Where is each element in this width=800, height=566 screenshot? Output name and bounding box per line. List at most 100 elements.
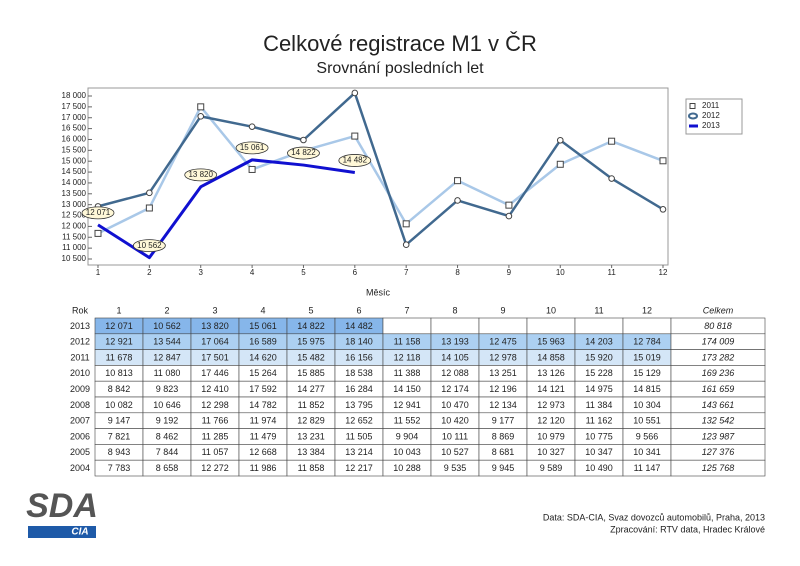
- table-value: 9 904: [396, 431, 419, 441]
- table-value: 12 941: [393, 400, 421, 410]
- table-value: 11 974: [250, 416, 277, 426]
- table-value: 17 064: [201, 337, 229, 347]
- table-header: 12: [642, 305, 652, 315]
- row-label: 2009: [70, 384, 90, 394]
- series-line: [97, 91, 664, 246]
- data-label-bg: [81, 206, 115, 220]
- table-value: 10 527: [441, 447, 469, 457]
- y-tick-label: 11 000: [62, 243, 86, 252]
- point: [505, 212, 513, 220]
- data-label-bg: [338, 154, 372, 167]
- table-cell: [382, 317, 432, 335]
- table-value: 11 384: [586, 400, 613, 410]
- y-tick-label: 14 500: [62, 167, 87, 176]
- table-value: 11 388: [394, 368, 421, 378]
- y-tick-label: 17 000: [62, 113, 87, 122]
- table-value: 15 019: [633, 352, 661, 362]
- row-label: 2013: [70, 321, 90, 331]
- table-value: 10 304: [633, 400, 661, 410]
- table-header: 5: [308, 305, 313, 315]
- table-value: 132 542: [702, 416, 735, 426]
- table-value: 14 782: [249, 400, 277, 410]
- table-value: 13 193: [441, 337, 469, 347]
- table-value: 127 376: [702, 447, 735, 457]
- table-value: 15 885: [297, 368, 325, 378]
- table-header: 9: [500, 305, 505, 315]
- table-value: 17 592: [249, 384, 277, 394]
- table-value: 11 080: [154, 368, 181, 378]
- point: [608, 137, 616, 145]
- table-cell: [478, 317, 528, 335]
- point: [608, 175, 615, 182]
- table-value: 16 284: [345, 384, 373, 394]
- logo-subtitle: CIA: [71, 527, 88, 538]
- point: [248, 123, 256, 130]
- table-value: 12 410: [201, 384, 229, 394]
- series-line: [97, 158, 356, 260]
- table-value: 13 820: [201, 321, 229, 331]
- row-label: 2005: [70, 447, 90, 457]
- x-tick-label: 3: [199, 268, 204, 277]
- point: [505, 201, 513, 209]
- table-value: 12 120: [537, 416, 565, 426]
- table-cell: [574, 317, 624, 335]
- point: [94, 229, 102, 237]
- table-value: 12 134: [489, 400, 517, 410]
- table-header: Celkem: [703, 305, 734, 315]
- footer-processed: Zpracování: RTV data, Hradec Králové: [610, 524, 765, 534]
- table-value: 9 192: [156, 416, 179, 426]
- table-value: 15 061: [249, 321, 277, 331]
- table-value: 12 784: [633, 337, 661, 347]
- table-value: 11 986: [250, 463, 277, 473]
- chart-subtitle: Srovnání posledních let: [316, 60, 484, 77]
- row-label: 2012: [70, 337, 90, 347]
- table-value: 12 847: [153, 352, 181, 362]
- table-value: 8 842: [108, 384, 131, 394]
- table-value: 10 775: [585, 431, 613, 441]
- table-value: 16 589: [249, 337, 277, 347]
- table-value: 14 482: [345, 321, 373, 331]
- table-value: 9 589: [540, 463, 563, 473]
- y-tick-label: 15 500: [62, 145, 87, 154]
- table-cell: [622, 317, 672, 335]
- table-value: 11 147: [634, 463, 661, 473]
- legend-label: 2011: [702, 101, 720, 110]
- table-header: 10: [546, 305, 556, 315]
- table-value: 11 285: [202, 431, 229, 441]
- table-value: 11 678: [106, 352, 133, 362]
- table-value: 8 462: [156, 431, 179, 441]
- data-label-bg: [235, 141, 269, 155]
- legend-label: 2012: [702, 111, 720, 120]
- logo: SDA CIA: [26, 487, 98, 538]
- table-value: 15 482: [297, 352, 325, 362]
- legend-swatch: [689, 103, 696, 109]
- y-tick-label: 16 000: [62, 135, 87, 144]
- x-tick-label: 1: [96, 268, 101, 277]
- table-value: 7 821: [108, 431, 131, 441]
- row-label: 2011: [70, 352, 89, 362]
- table-value: 9 147: [108, 416, 131, 426]
- table-value: 174 009: [702, 337, 735, 347]
- table-value: 11 057: [202, 447, 229, 457]
- table-value: 13 384: [297, 447, 325, 457]
- legend-swatch: [688, 112, 698, 120]
- table-value: 10 341: [633, 447, 661, 457]
- data-label: 10 562: [137, 241, 162, 250]
- table-value: 11 766: [202, 416, 229, 426]
- table-value: 9 566: [636, 431, 659, 441]
- table-value: 10 470: [441, 400, 469, 410]
- table-value: 15 129: [633, 368, 661, 378]
- table-header: 7: [404, 305, 409, 315]
- point: [402, 220, 410, 228]
- point: [197, 113, 205, 120]
- table-value: 143 661: [702, 400, 735, 410]
- table-value: 7 844: [156, 447, 179, 457]
- table-value: 14 121: [537, 384, 565, 394]
- x-tick-label: 4: [250, 268, 255, 277]
- x-tick-label: 9: [507, 268, 512, 277]
- table-value: 13 795: [345, 400, 373, 410]
- table-value: 12 118: [394, 352, 421, 362]
- table-value: 9 823: [156, 384, 179, 394]
- data-label-bg: [287, 146, 320, 160]
